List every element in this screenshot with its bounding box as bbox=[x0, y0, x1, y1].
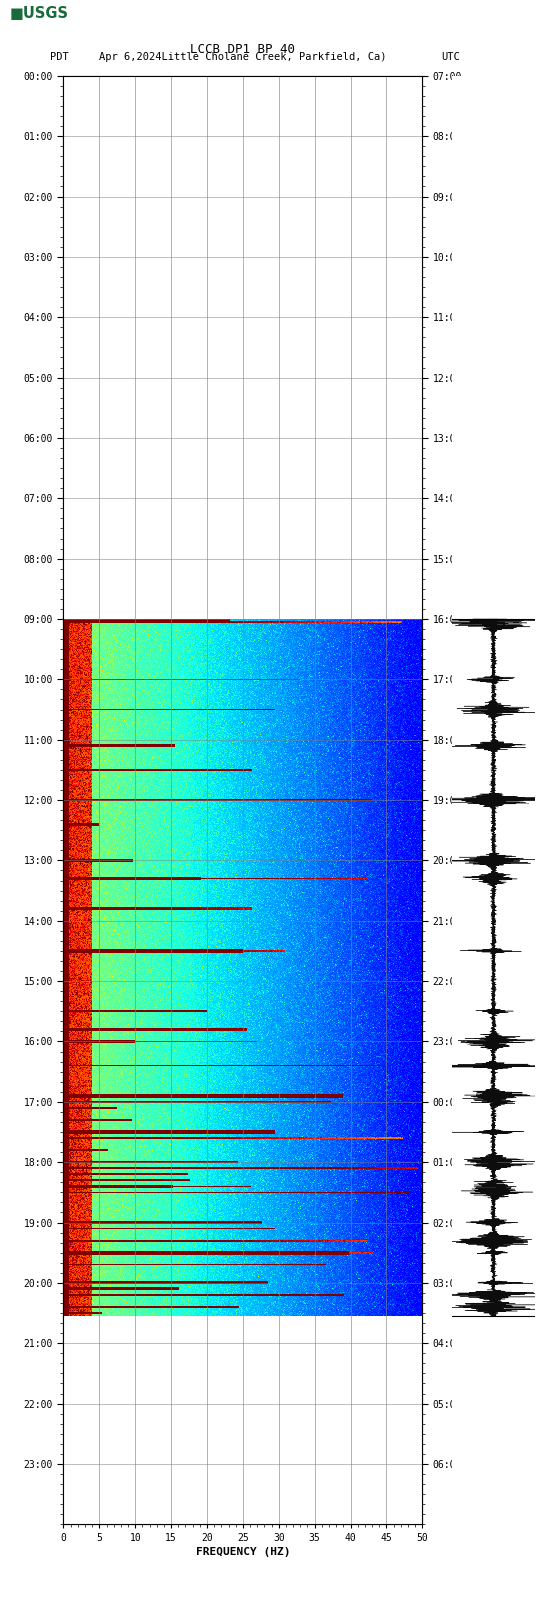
Text: ■USGS: ■USGS bbox=[10, 5, 69, 21]
X-axis label: FREQUENCY (HZ): FREQUENCY (HZ) bbox=[195, 1547, 290, 1558]
Text: Apr 6,2024Little Cholane Creek, Parkfield, Ca): Apr 6,2024Little Cholane Creek, Parkfiel… bbox=[99, 52, 386, 63]
Bar bbox=[63, 76, 422, 619]
Text: PDT: PDT bbox=[50, 52, 68, 63]
Text: LCCB DP1 BP 40: LCCB DP1 BP 40 bbox=[190, 44, 295, 56]
Text: UTC: UTC bbox=[442, 52, 460, 63]
Bar bbox=[63, 1316, 422, 1524]
